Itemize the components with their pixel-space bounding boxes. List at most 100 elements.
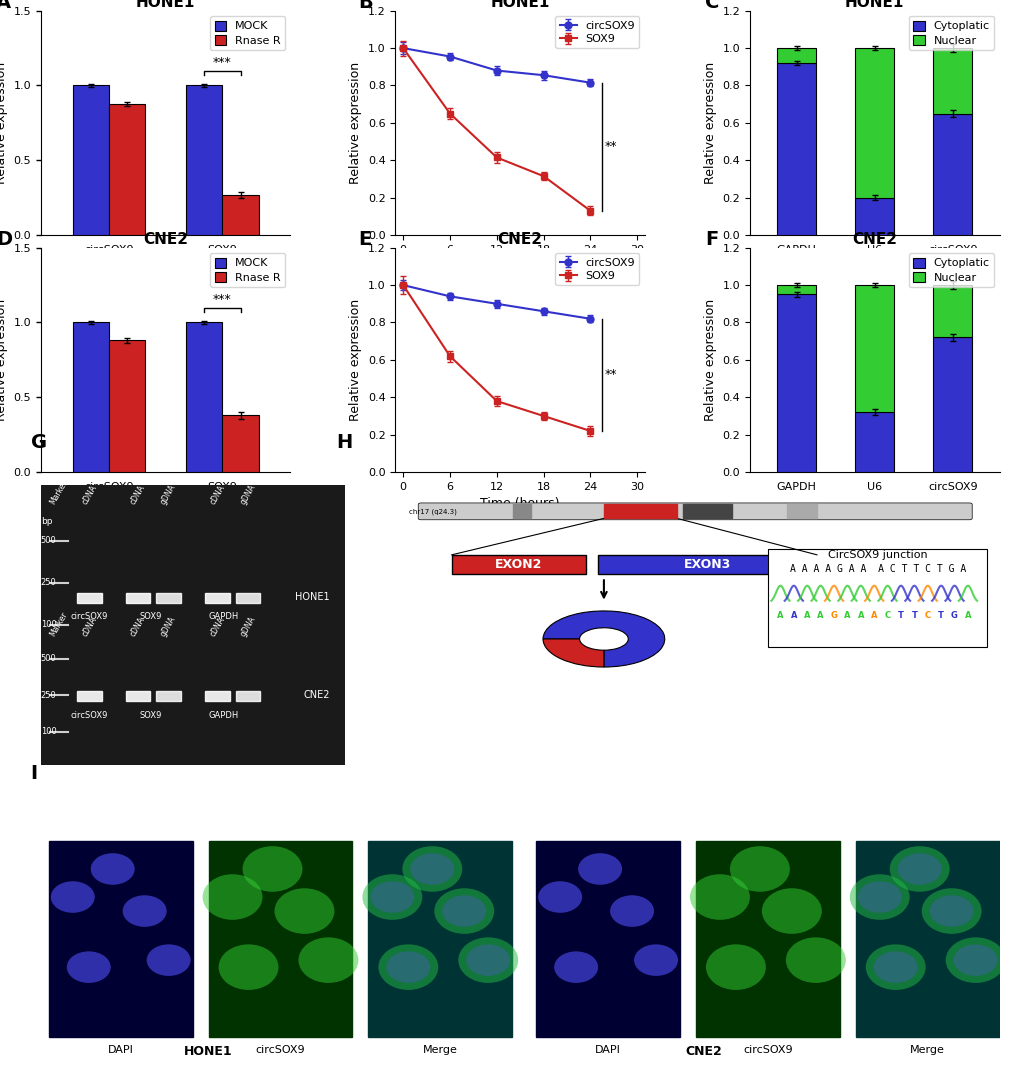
- Y-axis label: Relative expression: Relative expression: [348, 62, 362, 184]
- Bar: [854, 198, 894, 235]
- Text: GAPDH: GAPDH: [208, 711, 238, 719]
- Bar: [854, 48, 894, 198]
- Text: 500: 500: [41, 537, 56, 545]
- Text: C: C: [924, 610, 930, 620]
- Title: HONE1: HONE1: [844, 0, 904, 10]
- Bar: [776, 48, 815, 63]
- Text: CNE2: CNE2: [304, 691, 329, 700]
- Text: EXON2: EXON2: [494, 558, 542, 571]
- Ellipse shape: [609, 895, 653, 927]
- Text: ***: ***: [213, 56, 231, 69]
- Text: Merge: Merge: [909, 1044, 945, 1055]
- Ellipse shape: [378, 944, 438, 990]
- X-axis label: Time (hours): Time (hours): [480, 261, 559, 274]
- Text: cDNA: cDNA: [81, 616, 99, 638]
- Bar: [77, 691, 102, 700]
- Legend: MOCK, Rnase R: MOCK, Rnase R: [210, 253, 284, 288]
- Bar: [126, 592, 150, 603]
- FancyBboxPatch shape: [418, 502, 971, 520]
- Ellipse shape: [730, 847, 789, 892]
- Ellipse shape: [434, 888, 494, 934]
- Ellipse shape: [761, 888, 821, 934]
- Ellipse shape: [689, 874, 749, 919]
- Text: 250: 250: [41, 578, 56, 587]
- Ellipse shape: [51, 881, 95, 913]
- Bar: [854, 285, 894, 413]
- Text: cDNA: cDNA: [208, 616, 226, 638]
- Y-axis label: Relative expression: Relative expression: [0, 62, 8, 184]
- Bar: [109, 104, 145, 235]
- Legend: circSOX9, SOX9: circSOX9, SOX9: [555, 16, 639, 48]
- Bar: [786, 505, 816, 518]
- Bar: [185, 86, 222, 235]
- Bar: [776, 285, 815, 294]
- Text: gDNA: gDNA: [159, 615, 177, 638]
- Bar: [109, 340, 145, 472]
- FancyBboxPatch shape: [767, 549, 986, 648]
- Bar: [126, 691, 150, 700]
- Text: I: I: [31, 764, 38, 784]
- Ellipse shape: [921, 888, 980, 934]
- Text: chr17 (q24.3): chr17 (q24.3): [409, 508, 457, 514]
- Ellipse shape: [897, 853, 941, 885]
- Text: DAPI: DAPI: [594, 1044, 621, 1055]
- Bar: [41, 631, 344, 765]
- Y-axis label: Relative expression: Relative expression: [703, 299, 716, 421]
- Bar: [235, 691, 260, 700]
- Text: H: H: [336, 433, 353, 452]
- Text: C: C: [883, 610, 890, 620]
- Wedge shape: [542, 639, 603, 667]
- Text: CircSOX9 junction: CircSOX9 junction: [827, 549, 926, 560]
- Text: Marker: Marker: [49, 610, 69, 638]
- Text: D: D: [0, 230, 12, 249]
- Text: T: T: [911, 610, 916, 620]
- Bar: [932, 48, 971, 113]
- Ellipse shape: [147, 944, 191, 976]
- Text: bp: bp: [41, 517, 52, 526]
- Ellipse shape: [458, 938, 518, 982]
- Ellipse shape: [857, 881, 901, 913]
- Text: A: A: [844, 610, 850, 620]
- Bar: [205, 592, 229, 603]
- FancyBboxPatch shape: [451, 555, 585, 574]
- Text: CNE2: CNE2: [685, 1045, 721, 1058]
- Bar: [235, 592, 260, 603]
- Bar: [854, 413, 894, 472]
- Ellipse shape: [785, 938, 845, 982]
- Text: 100: 100: [41, 620, 56, 630]
- Text: E: E: [358, 230, 371, 249]
- Text: DAPI: DAPI: [108, 1044, 133, 1055]
- Ellipse shape: [91, 853, 135, 885]
- Text: A: A: [790, 610, 796, 620]
- Text: **: **: [604, 369, 616, 382]
- Text: G: G: [950, 610, 957, 620]
- Bar: [683, 505, 731, 518]
- Bar: [205, 691, 229, 700]
- Text: **: **: [604, 140, 616, 153]
- Ellipse shape: [634, 944, 678, 976]
- Title: HONE1: HONE1: [490, 0, 549, 10]
- Legend: MOCK, Rnase R: MOCK, Rnase R: [210, 16, 284, 50]
- Text: A: A: [964, 610, 970, 620]
- Text: T: T: [937, 610, 944, 620]
- FancyBboxPatch shape: [597, 555, 816, 574]
- Ellipse shape: [538, 881, 582, 913]
- Bar: [932, 285, 971, 338]
- Ellipse shape: [442, 895, 486, 927]
- Text: F: F: [704, 230, 717, 249]
- Ellipse shape: [243, 847, 303, 892]
- Text: A A A A G A A  A C T T C T G A: A A A A G A A A C T T C T G A: [789, 563, 965, 574]
- Ellipse shape: [945, 938, 1005, 982]
- Bar: [932, 338, 971, 472]
- Bar: [695, 841, 839, 1037]
- Ellipse shape: [203, 874, 262, 919]
- Text: gDNA: gDNA: [238, 483, 257, 507]
- Legend: Cytoplatic, Nuclear: Cytoplatic, Nuclear: [908, 16, 994, 50]
- Ellipse shape: [299, 938, 358, 982]
- Ellipse shape: [370, 881, 414, 913]
- Bar: [156, 592, 180, 603]
- Ellipse shape: [873, 951, 917, 982]
- Text: circSOX9: circSOX9: [70, 711, 108, 719]
- Text: G: G: [829, 610, 837, 620]
- Bar: [855, 841, 999, 1037]
